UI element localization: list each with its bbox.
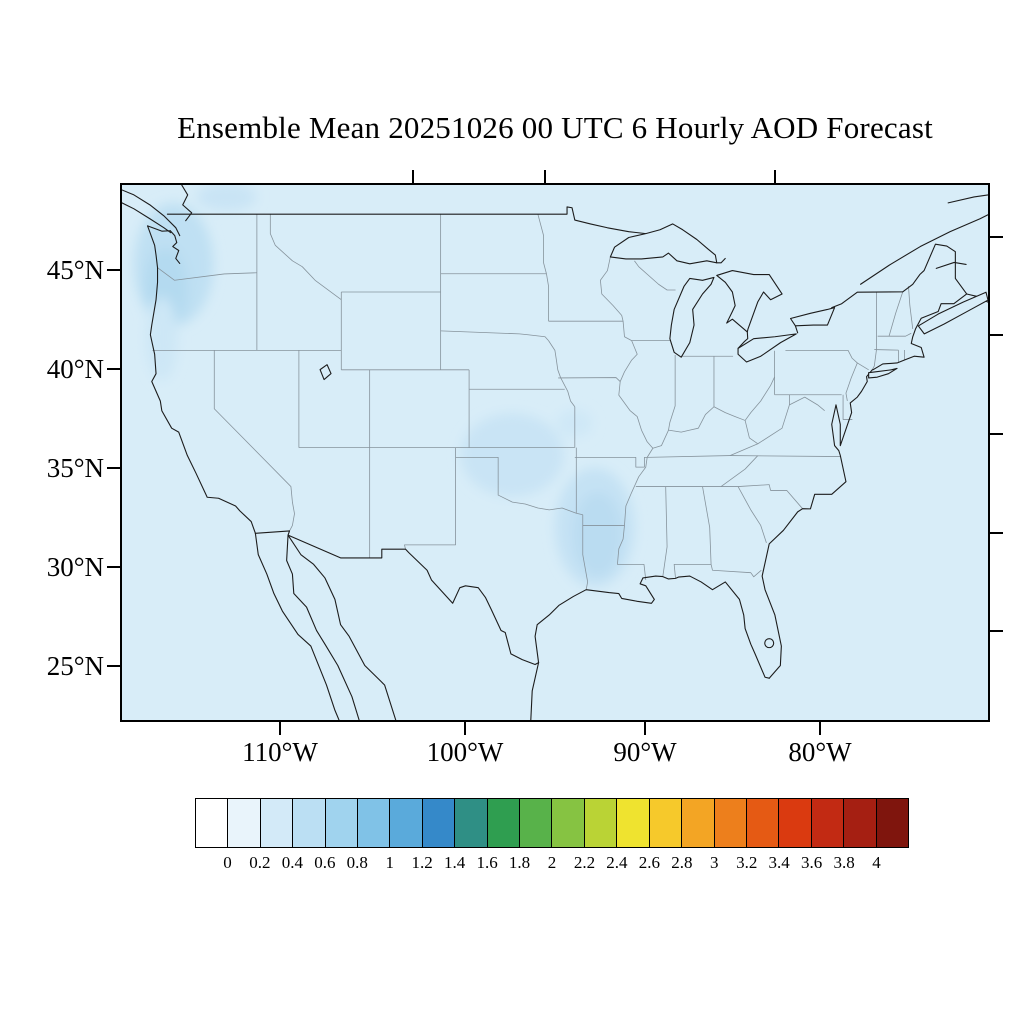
top-tick	[774, 170, 776, 183]
colorbar-tick-label: 2	[547, 853, 557, 872]
colorbar-cell	[196, 799, 229, 847]
colorbar-cell	[325, 799, 359, 847]
colorbar-tick-label: 3.2	[736, 853, 758, 872]
colorbar-cell	[228, 799, 261, 847]
colorbar-tick-label: 1	[385, 853, 394, 872]
lon-tick-label: 110°W	[242, 737, 318, 767]
colorbar-tick-label: 2.4	[606, 853, 628, 872]
colorbar-tick-label: 3.8	[833, 853, 855, 872]
colorbar-cell	[714, 799, 747, 847]
lat-tick-label: 25°N	[46, 651, 104, 681]
colorbar-tick-label: 2.8	[671, 853, 693, 872]
top-tick	[412, 170, 414, 183]
chart-title: Ensemble Mean 20251026 00 UTC 6 Hourly A…	[177, 110, 933, 145]
colorbar-tick-label: 1.4	[444, 853, 466, 872]
colorbar-cell	[649, 799, 683, 847]
colorbar-cell	[293, 799, 326, 847]
lat-tick-label: 40°N	[46, 354, 104, 384]
lon-tick	[819, 722, 821, 735]
colorbar-cell	[682, 799, 715, 847]
coastlines-and-borders	[122, 185, 988, 720]
state-borders	[152, 214, 914, 590]
colorbar	[195, 798, 909, 848]
colorbar-tick-label: 1.8	[508, 853, 531, 872]
right-tick	[990, 630, 1003, 632]
colorbar-tick-label: 0.8	[346, 853, 368, 872]
right-tick	[990, 532, 1003, 534]
lon-tick-label: 100°W	[426, 737, 504, 767]
colorbar-cell	[811, 799, 845, 847]
lon-tick	[644, 722, 646, 735]
lat-tick	[107, 368, 120, 370]
colorbar-tick-label: 1.2	[411, 853, 433, 872]
colorbar-cell	[390, 799, 423, 847]
lon-tick-label: 80°W	[788, 737, 852, 767]
right-tick	[990, 236, 1003, 238]
colorbar-cell	[779, 799, 812, 847]
lon-tick-label: 90°W	[613, 737, 677, 767]
aod-elevated-patches	[133, 185, 635, 587]
lon-tick	[464, 722, 466, 735]
colorbar-cell	[552, 799, 585, 847]
colorbar-cell	[455, 799, 488, 847]
colorbar-tick-label: 2.2	[573, 853, 596, 872]
lat-tick	[107, 566, 120, 568]
colorbar-cell	[520, 799, 553, 847]
colorbar-tick-label: 0.6	[314, 853, 336, 872]
colorbar-tick-label: 0	[223, 853, 232, 872]
colorbar-cell	[617, 799, 650, 847]
colorbar-tick-label: 0.4	[281, 853, 303, 872]
lon-tick	[279, 722, 281, 735]
top-tick	[544, 170, 546, 183]
colorbar-tick-label: 3.6	[801, 853, 823, 872]
colorbar-cell	[358, 799, 391, 847]
colorbar-tick-label: 4	[872, 853, 881, 872]
lat-tick-label: 45°N	[46, 255, 104, 285]
colorbar-cell	[260, 799, 294, 847]
us-map	[122, 185, 988, 720]
colorbar-cell	[876, 799, 908, 847]
colorbar-cell	[422, 799, 456, 847]
colorbar-tick-label: 3.4	[768, 853, 790, 872]
lat-tick-label: 35°N	[46, 453, 104, 483]
lat-tick	[107, 665, 120, 667]
colorbar-tick-label: 2.6	[638, 853, 660, 872]
map-frame	[120, 183, 990, 722]
colorbar-cell	[584, 799, 618, 847]
colorbar-tick-label: 3	[710, 853, 719, 872]
right-tick	[990, 334, 1003, 336]
great-lakes	[609, 223, 836, 363]
lat-tick-label: 30°N	[46, 552, 104, 582]
colorbar-cell	[746, 799, 780, 847]
colorbar-cell	[844, 799, 877, 847]
colorbar-cell	[487, 799, 521, 847]
colorbar-tick-label: 0.2	[249, 853, 271, 872]
lat-tick	[107, 467, 120, 469]
colorbar-tick-label: 1.6	[476, 853, 498, 872]
lat-tick	[107, 269, 120, 271]
right-tick	[990, 433, 1003, 435]
